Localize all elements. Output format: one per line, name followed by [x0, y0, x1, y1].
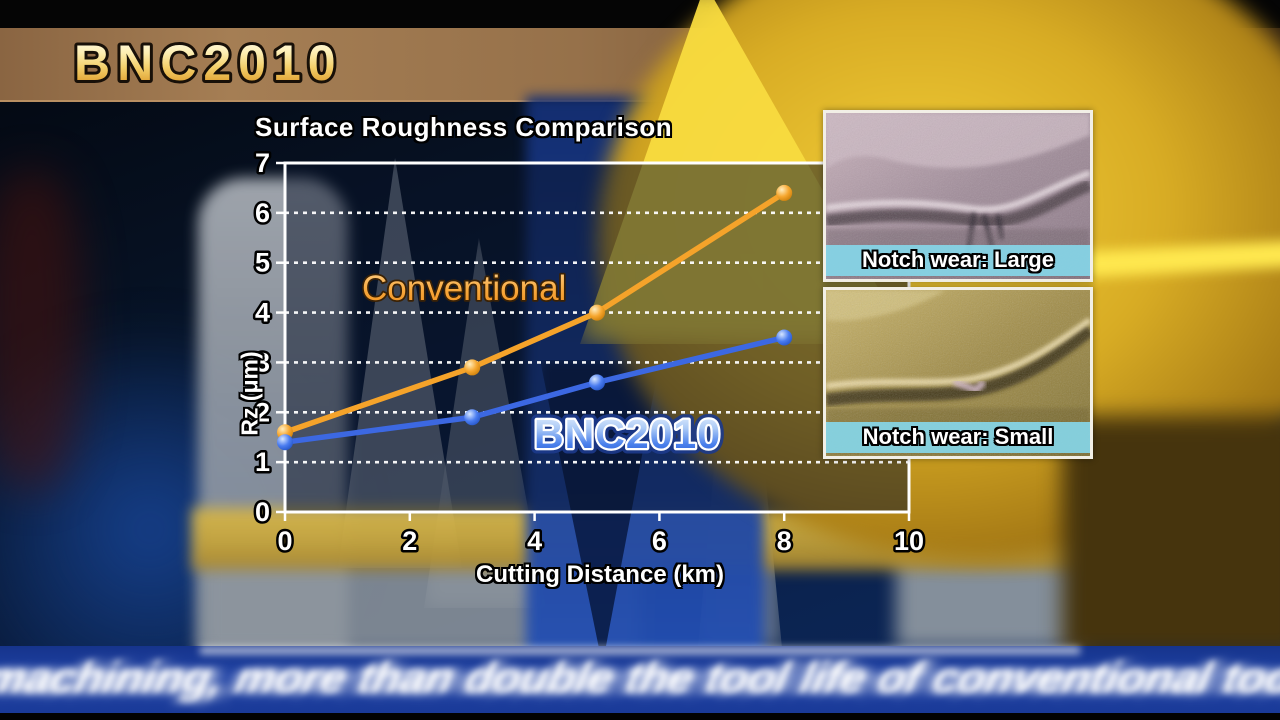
brand-title: BNC2010 [74, 35, 343, 91]
brand-logo: BNC2010 [71, 32, 343, 94]
background-maroon-tint [0, 170, 82, 490]
series-label-bnc2010-text: BNC2010 [534, 411, 721, 457]
series-label-bnc2010: BNC2010 BNC2010 [529, 406, 726, 463]
bottom-black-bar [0, 713, 1280, 720]
inset-caption-small: Notch wear: Small [826, 422, 1090, 453]
inset-caption-large: Notch wear: Large [826, 245, 1090, 276]
series-label-conventional-text: Conventional [362, 269, 566, 308]
footer-ticker-text: machining, more than double the tool lif… [0, 652, 1280, 703]
chart-title: Surface Roughness Comparison [255, 112, 673, 142]
series-label-conventional: Conventional [360, 267, 568, 310]
footer-text-streak [200, 647, 1080, 654]
background-bronze-block [1062, 416, 1280, 656]
footer-ticker-band [0, 646, 1280, 713]
y-axis-label: Rz (μm) [236, 351, 263, 436]
x-axis-label: Cutting Distance (km) [475, 561, 724, 588]
inset-photo-notch-wear-large: Notch wear: Large [823, 110, 1093, 282]
inset-photo-notch-wear-small: Notch wear: Small [823, 287, 1093, 459]
